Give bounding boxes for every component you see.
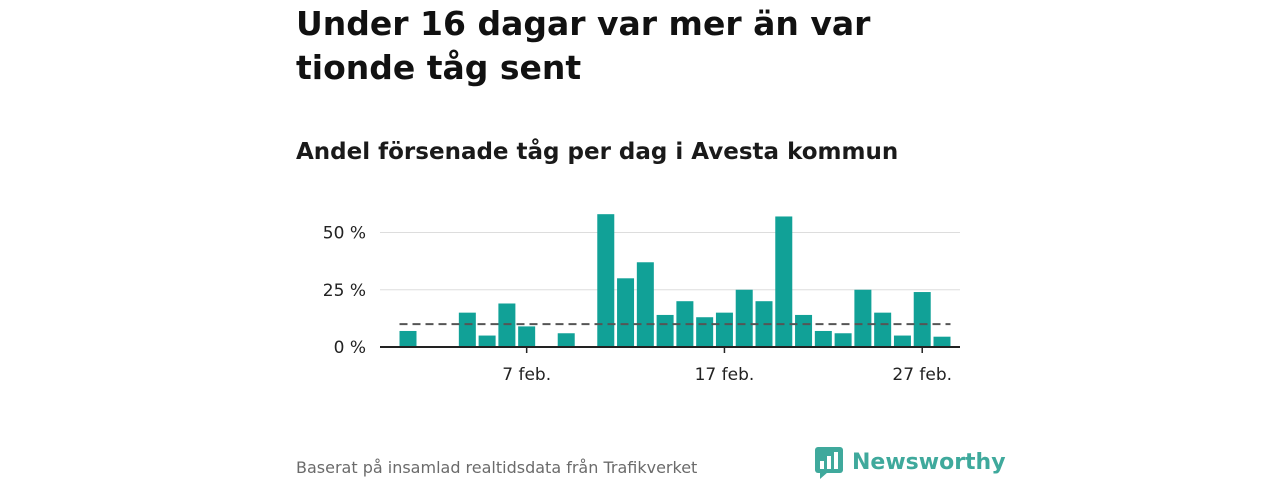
brand-logo: Newsworthy [814,446,1006,480]
chart-title: Under 16 dagar var mer än var tionde tåg… [296,4,871,87]
x-tick-label: 7 feb. [502,365,551,385]
bar [913,292,931,347]
bar [518,326,536,347]
bar [814,330,832,347]
bar [458,312,476,347]
bar [498,303,516,347]
bar [834,333,852,347]
bar [557,333,575,347]
bar [933,336,951,347]
y-tick-label: 25 % [323,281,366,301]
bar [893,335,911,347]
bar [656,314,674,347]
bar [617,278,635,347]
bar [715,312,733,347]
y-tick-label: 50 % [323,224,366,244]
bar [676,301,694,347]
bar-chart: 0 % 25 % 50 % 7 feb. 17 feb. 27 feb. [323,214,960,385]
source-note: Baserat på insamlad realtidsdata från Tr… [296,458,698,477]
bar [636,262,654,347]
newsworthy-logo-icon [815,447,843,479]
bar [478,335,496,347]
bar [854,289,872,347]
bar [597,214,615,347]
chart-subtitle: Andel försenade tåg per dag i Avesta kom… [296,139,899,165]
bar [795,314,813,347]
bar [735,289,753,347]
brand-name: Newsworthy [852,450,1006,475]
bar [399,330,417,347]
x-tick-label: 17 feb. [695,365,755,385]
y-tick-label: 0 % [334,338,366,358]
bar [874,312,892,347]
bar [696,317,714,347]
bar [775,216,793,347]
x-tick-label: 27 feb. [892,365,952,385]
